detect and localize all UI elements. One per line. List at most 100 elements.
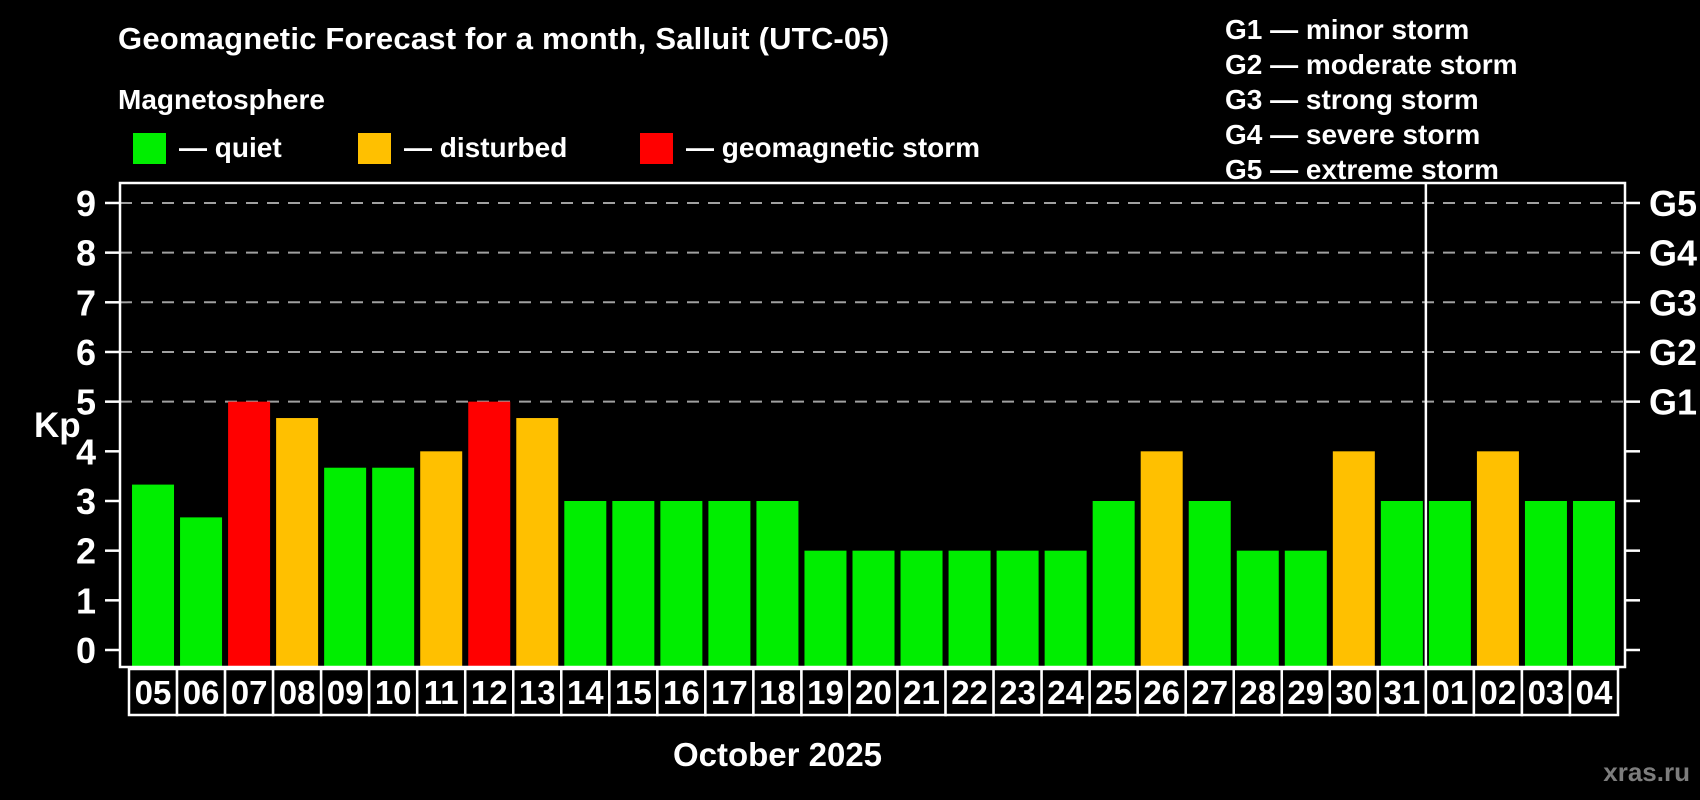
storm-color-swatch [640, 132, 673, 164]
g-scale-label-G2: G2 [1649, 332, 1697, 373]
day-label-15: 15 [615, 674, 652, 711]
g2-legend-line: G2 — moderate storm [1225, 49, 1518, 80]
day-box-14 [560, 667, 611, 717]
day-label-29: 29 [1287, 674, 1324, 711]
bar-day-05 [132, 484, 175, 667]
legend-item-storm: — geomagnetic storm [640, 131, 980, 165]
bar-day-17 [708, 500, 751, 667]
day-box-20 [848, 667, 899, 717]
bar-day-07 [228, 401, 271, 667]
storm-label: — geomagnetic storm [686, 132, 981, 163]
day-label-30: 30 [1335, 674, 1372, 711]
day-label-31: 31 [1383, 674, 1420, 711]
g4-legend-line: G4 — severe storm [1225, 119, 1481, 150]
day-label-10: 10 [375, 674, 412, 711]
chart-title: Geomagnetic Forecast for a month, Sallui… [118, 21, 890, 56]
g5-legend-line: G5 — extreme storm [1225, 154, 1499, 185]
day-label-17: 17 [711, 674, 748, 711]
day-box-28 [1232, 667, 1284, 717]
bar-day-22 [948, 550, 991, 667]
bar-day-14 [564, 500, 607, 667]
bar-day-02 [1476, 451, 1519, 667]
day-box-09 [319, 667, 371, 717]
day-label-22: 22 [951, 674, 988, 711]
legend-item-quiet: — quiet [133, 131, 282, 165]
g-scale-label-G5: G5 [1649, 183, 1697, 224]
quiet-color-swatch [133, 132, 166, 164]
day-box-11 [415, 667, 467, 717]
day-box-24 [1040, 667, 1091, 717]
y-tick-label-4: 4 [76, 431, 96, 472]
day-label-11: 11 [424, 674, 459, 711]
disturbed-color-swatch [358, 132, 391, 164]
bar-day-25 [1092, 500, 1135, 667]
y-tick-label-3: 3 [76, 481, 96, 522]
y-tick-label-2: 2 [76, 531, 96, 572]
day-box-17 [704, 667, 755, 717]
bar-day-26 [1140, 451, 1183, 667]
bar-day-18 [756, 500, 799, 667]
bar-day-19 [804, 550, 847, 667]
day-label-06: 06 [183, 674, 220, 711]
disturbed-label: — disturbed [404, 132, 568, 163]
day-box-18 [752, 667, 803, 717]
day-box-26 [1136, 667, 1187, 717]
bar-day-20 [852, 550, 895, 667]
bar-day-27 [1188, 500, 1231, 667]
day-label-02: 02 [1480, 674, 1517, 711]
y-tick-label-5: 5 [76, 382, 96, 423]
day-label-14: 14 [567, 674, 604, 711]
kp-axis-label: Kp [34, 406, 81, 445]
bar-day-10 [372, 467, 415, 667]
bar-day-13 [516, 418, 559, 667]
bar-day-04 [1572, 500, 1615, 667]
day-box-05 [127, 667, 179, 717]
g1-legend-line: G1 — minor storm [1225, 14, 1470, 45]
day-label-09: 09 [327, 674, 364, 711]
day-label-13: 13 [519, 674, 556, 711]
day-label-05: 05 [135, 674, 172, 711]
day-label-03: 03 [1528, 674, 1565, 711]
bar-day-03 [1524, 500, 1567, 667]
y-tick-label-9: 9 [76, 183, 96, 224]
month-label: October 2025 [672, 736, 883, 773]
day-label-18: 18 [759, 674, 796, 711]
day-label-04: 04 [1576, 674, 1613, 711]
day-label-25: 25 [1095, 674, 1132, 711]
day-label-27: 27 [1191, 674, 1228, 711]
bar-day-29 [1284, 550, 1327, 667]
bar-day-09 [324, 467, 367, 667]
storm-scale-legend: G1 — minor storm G2 — moderate storm G3 … [1225, 12, 1518, 187]
day-label-24: 24 [1047, 674, 1084, 711]
legend-item-disturbed: — disturbed [358, 131, 567, 165]
bar-day-06 [180, 517, 223, 667]
bar-day-08 [276, 418, 319, 667]
bar-day-31 [1380, 500, 1423, 667]
y-tick-label-8: 8 [76, 233, 96, 274]
bar-day-23 [996, 550, 1039, 667]
day-label-19: 19 [807, 674, 844, 711]
bar-day-11 [420, 451, 463, 667]
day-label-08: 08 [279, 674, 316, 711]
g3-legend-line: G3 — strong storm [1225, 84, 1479, 115]
day-box-16 [656, 667, 707, 717]
g-scale-label-G1: G1 [1649, 382, 1697, 423]
bar-day-16 [660, 500, 703, 667]
day-box-04 [1568, 667, 1620, 717]
y-tick-label-0: 0 [76, 630, 96, 671]
day-label-21: 21 [903, 674, 940, 711]
bar-day-12 [468, 401, 511, 667]
day-label-07: 07 [231, 674, 268, 711]
plot-border [118, 181, 1627, 669]
day-box-08 [271, 667, 323, 717]
bar-day-24 [1044, 550, 1087, 667]
day-label-20: 20 [855, 674, 892, 711]
magnetosphere-label: Magnetosphere [118, 84, 325, 115]
day-box-22 [944, 667, 995, 717]
day-box-23 [992, 667, 1043, 717]
day-label-01: 01 [1432, 674, 1469, 711]
bar-day-30 [1332, 451, 1375, 667]
day-label-28: 28 [1239, 674, 1276, 711]
